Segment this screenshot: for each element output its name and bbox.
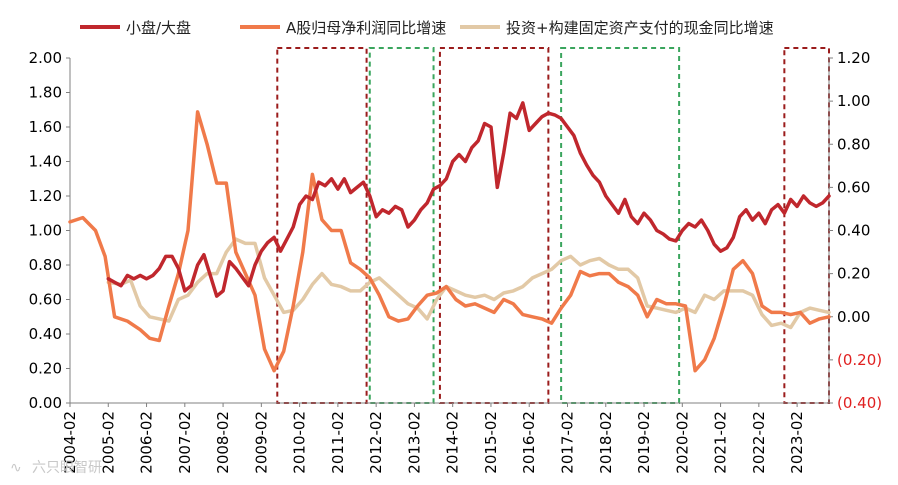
y-right-tick-label: (0.20) (837, 351, 882, 369)
highlight-box-4 (560, 47, 681, 404)
series-line-3 (106, 237, 831, 330)
series-layer (68, 101, 831, 373)
x-tick-label: 2021-02 (712, 411, 730, 474)
y-left-tick-label: 0.80 (29, 256, 62, 274)
highlight-box-5 (783, 47, 831, 404)
y-left-tick-label: 1.60 (29, 118, 62, 136)
series-line-2 (68, 110, 831, 373)
highlight-box-2 (368, 47, 435, 404)
y-right-tick-label: 0.40 (837, 222, 870, 240)
y-left-tick-label: 1.40 (29, 153, 62, 171)
y-left-tick-label: 1.00 (29, 222, 62, 240)
x-tick-label: 2004-02 (61, 411, 79, 474)
y-right-tick-label: 1.00 (837, 92, 870, 110)
watermark: ∿ 六只眼智研 (10, 460, 102, 476)
y-left-tick-label: 0.20 (29, 360, 62, 378)
x-tick-label: 2019-02 (635, 411, 653, 474)
highlight-box-1 (276, 47, 368, 404)
x-tick-label: 2018-02 (597, 411, 615, 474)
x-tick-label: 2006-02 (138, 411, 156, 474)
legend: 小盘/大盘 A股归母净利润同比增速 投资+构建固定资产支付的现金同比增速 (80, 19, 774, 37)
svg-text:∿: ∿ (10, 460, 22, 476)
y-left-tick-label: 2.00 (29, 49, 62, 67)
series-line-1 (106, 101, 831, 298)
y-right-tick-label: 0.60 (837, 178, 870, 196)
legend-label-1: 小盘/大盘 (126, 19, 191, 37)
y-left-tick-label: 0.00 (29, 394, 62, 412)
x-tick-label: 2017-02 (558, 411, 576, 474)
legend-label-2: A股归母净利润同比增速 (286, 19, 446, 37)
x-tick-label: 2016-02 (520, 411, 538, 474)
y-right-tick-label: 0.20 (837, 265, 870, 283)
legend-label-3: 投资+构建固定资产支付的现金同比增速 (506, 19, 774, 37)
y-left-tick-label: 1.80 (29, 84, 62, 102)
y-left-tick-label: 0.40 (29, 325, 62, 343)
x-tick-label: 2008-02 (214, 411, 232, 474)
x-tick-label: 2011-02 (329, 411, 347, 474)
x-tick-label: 2023-02 (788, 411, 806, 474)
x-tick-label: 2013-02 (405, 411, 423, 474)
y-left-tick-label: 1.20 (29, 187, 62, 205)
x-tick-label: 2015-02 (482, 411, 500, 474)
highlight-box-3 (438, 47, 550, 404)
y-right-tick-label: 1.20 (837, 49, 870, 67)
x-tick-label: 2009-02 (252, 411, 270, 474)
highlight-boxes (276, 47, 831, 404)
y-right-tick-label: (0.40) (837, 394, 882, 412)
y-right-tick-label: 0.00 (837, 308, 870, 326)
x-tick-label: 2022-02 (750, 411, 768, 474)
x-tick-label: 2020-02 (673, 411, 691, 474)
x-tick-label: 2010-02 (291, 411, 309, 474)
watermark-text: 六只眼智研 (32, 460, 102, 476)
x-tick-label: 2005-02 (99, 411, 117, 474)
x-tick-label: 2014-02 (444, 411, 462, 474)
axes: 0.00 0.20 0.40 0.60 0.80 1.00 1.20 1.40 1.60 1.80… (29, 49, 883, 474)
x-tick-label: 2012-02 (367, 411, 385, 474)
y-left-tick-label: 0.60 (29, 291, 62, 309)
y-right-tick-label: 0.80 (837, 135, 870, 153)
x-tick-label: 2007-02 (176, 411, 194, 474)
